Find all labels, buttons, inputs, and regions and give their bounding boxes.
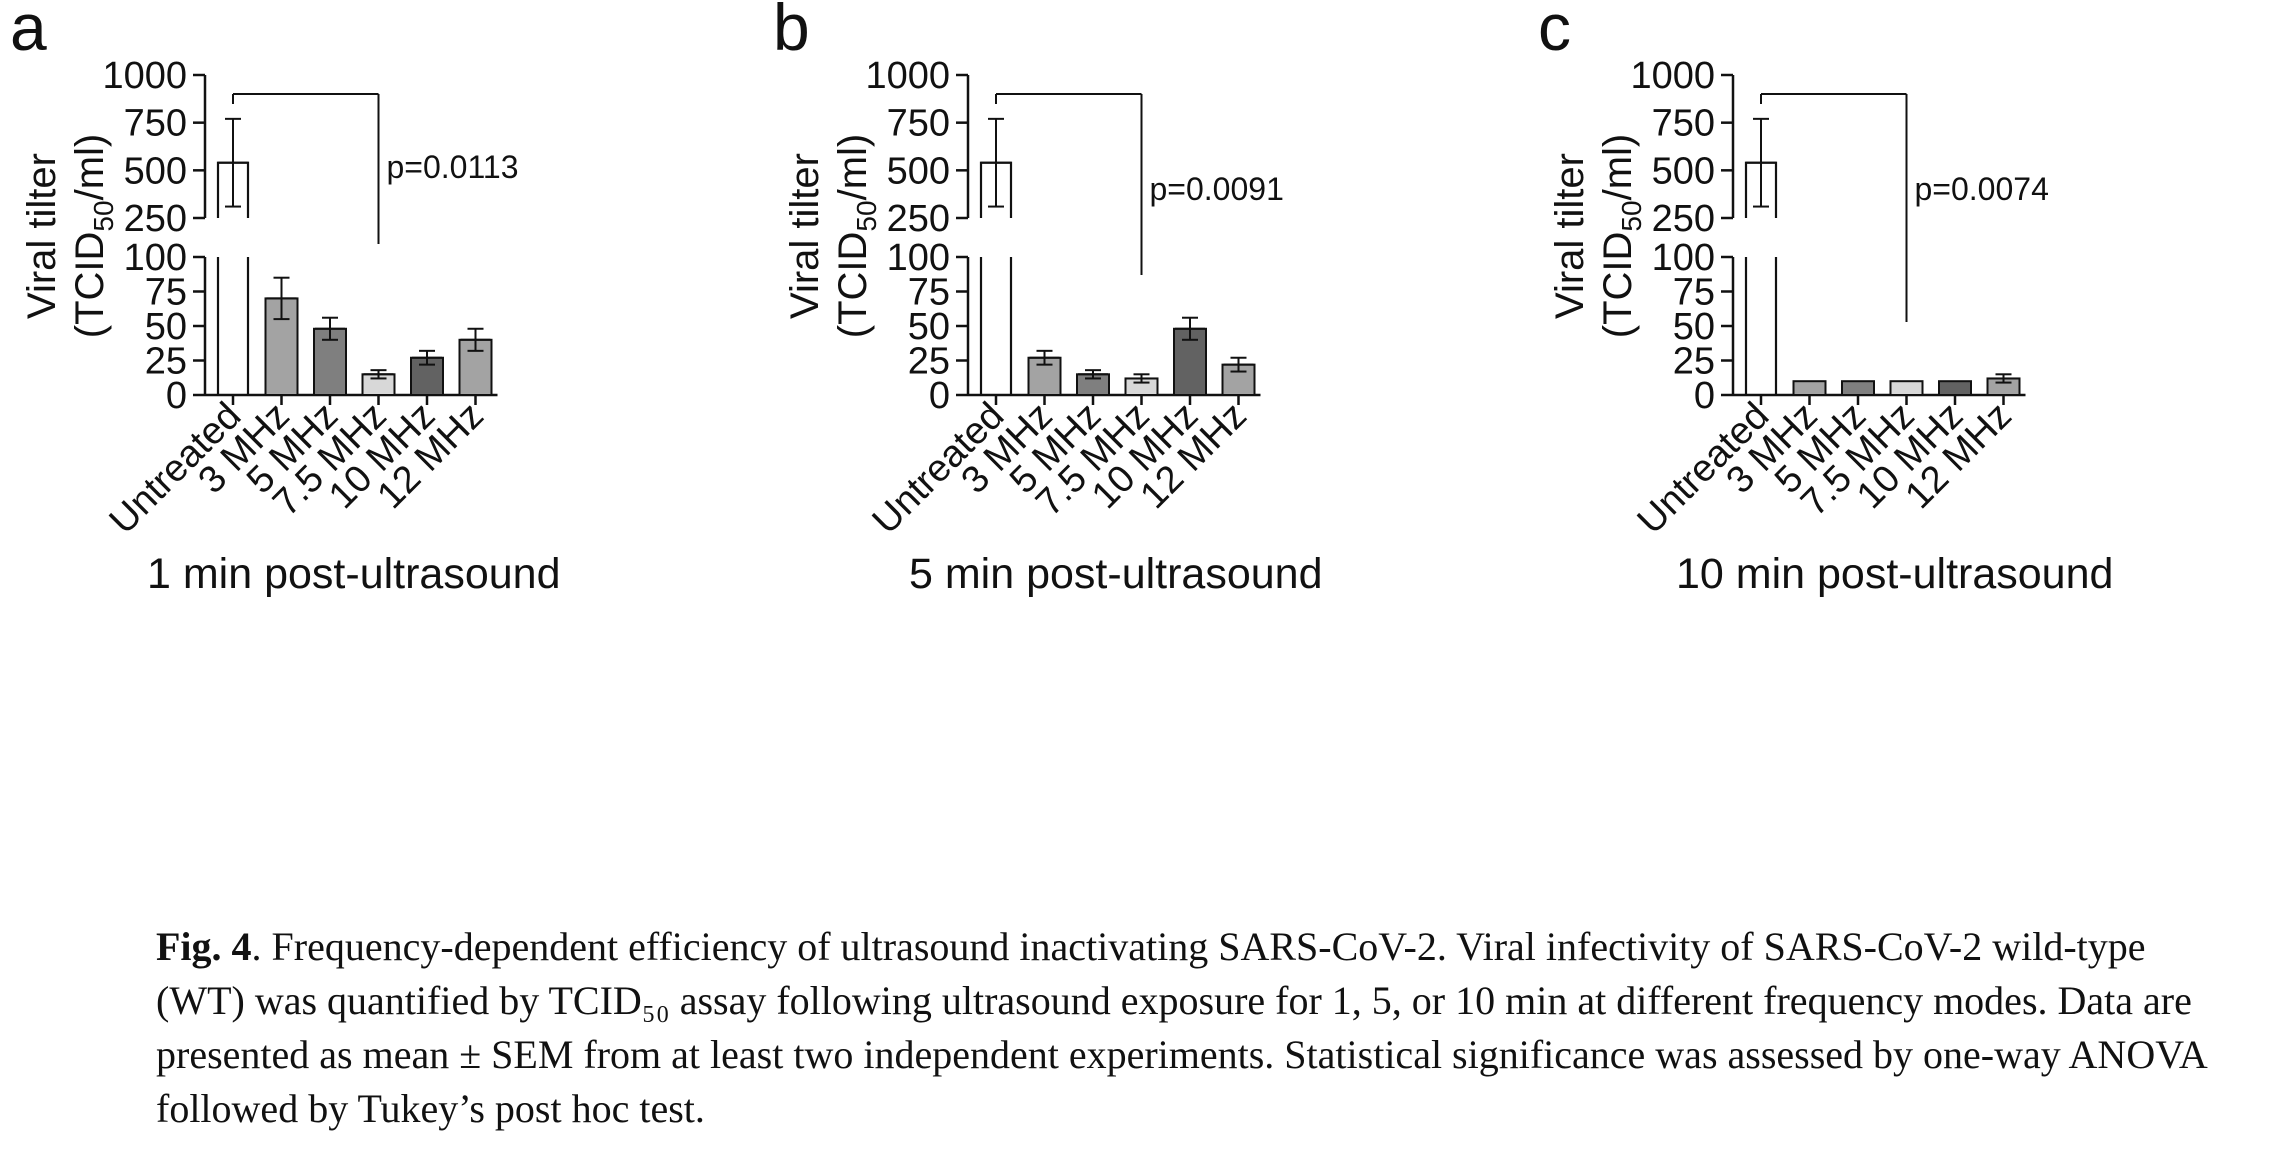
y-tick-label: 0 (1694, 375, 1715, 417)
figure-caption: Fig. 4. Frequency-dependent efficiency o… (156, 920, 2206, 1136)
y-tick-label: 250 (887, 198, 950, 240)
bar (1841, 380, 1875, 397)
y-tick-label: 75 (908, 272, 950, 314)
y-tick-label: 750 (124, 103, 187, 145)
y-tick-label: 100 (887, 237, 950, 279)
bar (1938, 380, 1972, 397)
y-tick-label: 50 (145, 306, 187, 348)
bar (1792, 380, 1827, 397)
y-tick-label: 0 (929, 375, 950, 417)
y-axis-title-line2: (TCID50/ml) (1596, 134, 1647, 338)
y-axis-title-line2: (TCID50/ml) (68, 134, 119, 338)
y-axis-title-unit: (TCID (68, 232, 112, 339)
bar (1221, 363, 1256, 397)
y-tick-label: 100 (1652, 237, 1715, 279)
y-tick-label: 500 (887, 150, 950, 192)
y-tick-label: 25 (908, 341, 950, 383)
y-axis-title-unit: (TCID (1596, 232, 1640, 339)
y-tick-label: 100 (124, 237, 187, 279)
y-axis-title-unit: (TCID (831, 232, 875, 339)
y-tick-label: 1000 (102, 55, 187, 97)
panel-subtitle: 5 min post-ultrasound (909, 550, 1323, 598)
y-tick-label: 750 (1652, 103, 1715, 145)
y-tick-label: 50 (1673, 306, 1715, 348)
y-tick-label: 50 (908, 306, 950, 348)
y-axis-title-unit: /ml) (1596, 134, 1640, 201)
y-tick-label: 0 (166, 375, 187, 417)
y-tick-label: 75 (1673, 272, 1715, 314)
y-axis-title-subscript: 50 (1616, 200, 1647, 231)
y-axis-title-line1: Viral tilter (1548, 153, 1592, 319)
bar (1889, 380, 1924, 397)
y-tick-label: 500 (124, 150, 187, 192)
y-axis-title-line1: Viral tilter (783, 153, 827, 319)
y-axis-title-subscript: 50 (88, 200, 119, 231)
y-tick-label: 1000 (1630, 55, 1715, 97)
y-axis-title-unit: /ml) (831, 134, 875, 201)
panel-letter: b (773, 0, 810, 64)
y-axis-title-unit: /ml) (68, 134, 112, 201)
caption-text: . Frequency-dependent efficiency of ultr… (156, 924, 2206, 1131)
y-axis-title-line1: Viral tilter (20, 153, 64, 319)
bar (410, 356, 444, 396)
panel-letter: c (1538, 0, 1571, 64)
y-tick-label: 25 (145, 341, 187, 383)
caption-label: Fig. 4 (156, 924, 252, 969)
y-axis-title-subscript: 50 (851, 200, 882, 231)
y-axis-title-line2: (TCID50/ml) (831, 134, 882, 338)
y-tick-label: 1000 (865, 55, 950, 97)
y-tick-label: 250 (1652, 198, 1715, 240)
y-tick-label: 250 (124, 198, 187, 240)
panel-letter: a (10, 0, 47, 64)
y-tick-label: 75 (145, 272, 187, 314)
y-tick-label: 750 (887, 103, 950, 145)
panel-subtitle: 1 min post-ultrasound (147, 550, 561, 598)
p-value-label: p=0.0074 (1915, 171, 2049, 207)
y-tick-label: 25 (1673, 341, 1715, 383)
panel-subtitle: 10 min post-ultrasound (1676, 550, 2113, 598)
p-value-label: p=0.0091 (1150, 171, 1284, 207)
y-tick-label: 500 (1652, 150, 1715, 192)
p-value-label: p=0.0113 (387, 149, 519, 185)
